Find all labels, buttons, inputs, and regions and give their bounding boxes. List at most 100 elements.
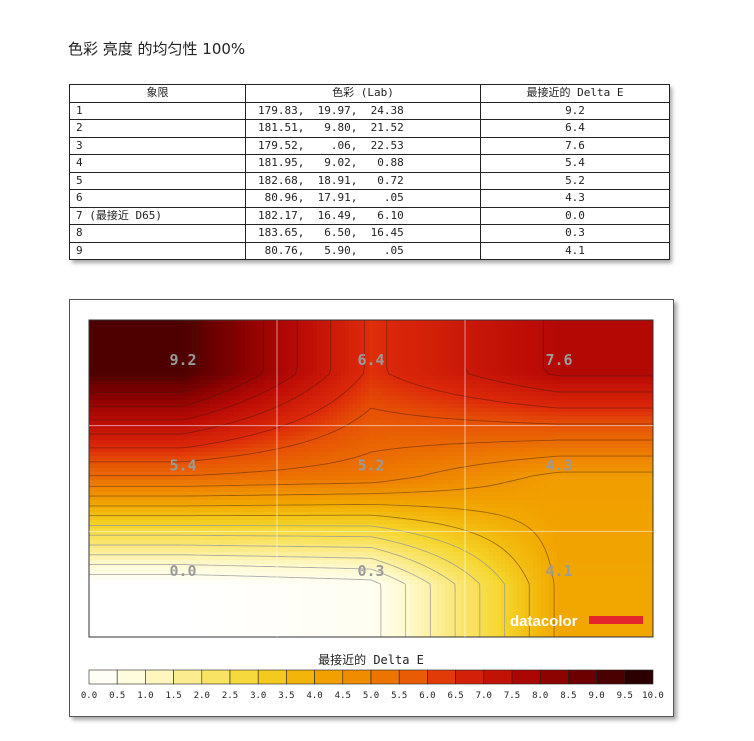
heatmap-pixel xyxy=(405,404,410,409)
heatmap-pixel xyxy=(465,380,470,385)
heatmap-pixel xyxy=(425,408,430,413)
heatmap-pixel xyxy=(481,452,486,457)
heatmap-pixel xyxy=(385,328,390,333)
heatmap-pixel xyxy=(545,344,550,349)
heatmap-pixel xyxy=(145,436,150,441)
heatmap-pixel xyxy=(381,348,386,353)
heatmap-pixel xyxy=(233,348,238,353)
heatmap-pixel xyxy=(549,376,554,381)
heatmap-pixel xyxy=(265,380,270,385)
heatmap-pixel xyxy=(601,368,606,373)
heatmap-pixel xyxy=(633,336,638,341)
heatmap-pixel xyxy=(233,340,238,345)
cell-lab: 179.52, .06, 22.53 xyxy=(245,136,481,155)
heatmap-pixel xyxy=(517,328,522,333)
heatmap-pixel xyxy=(225,380,230,385)
heatmap-pixel xyxy=(121,332,126,337)
heatmap-pixel xyxy=(473,452,478,457)
heatmap-pixel xyxy=(353,404,358,409)
heatmap-pixel xyxy=(277,440,282,445)
heatmap-pixel xyxy=(445,352,450,357)
heatmap-pixel xyxy=(365,344,370,349)
heatmap-pixel xyxy=(209,456,214,461)
heatmap-pixel xyxy=(253,448,258,453)
heatmap-pixel xyxy=(553,408,558,413)
heatmap-pixel xyxy=(629,360,634,365)
heatmap-pixel xyxy=(145,348,150,353)
heatmap-pixel xyxy=(401,424,406,429)
heatmap-pixel xyxy=(201,416,206,421)
heatmap-pixel xyxy=(109,344,114,349)
heatmap-pixel xyxy=(305,412,310,417)
heatmap-pixel xyxy=(101,340,106,345)
heatmap-pixel xyxy=(261,424,266,429)
heatmap-pixel xyxy=(437,344,442,349)
heatmap-pixel xyxy=(565,452,570,457)
heatmap-pixel xyxy=(193,344,198,349)
heatmap-pixel xyxy=(133,372,138,377)
heatmap-pixel xyxy=(281,420,286,425)
heatmap-pixel xyxy=(633,412,638,417)
heatmap-pixel xyxy=(225,328,230,333)
heatmap-pixel xyxy=(649,376,653,381)
heatmap-pixel xyxy=(405,372,410,377)
heatmap-pixel xyxy=(377,340,382,345)
heatmap-pixel xyxy=(577,404,582,409)
heatmap-pixel xyxy=(425,424,430,429)
heatmap-pixel xyxy=(361,360,366,365)
heatmap-pixel xyxy=(477,320,482,325)
heatmap-pixel xyxy=(413,328,418,333)
heatmap-pixel xyxy=(545,452,550,457)
heatmap-pixel xyxy=(149,404,154,409)
heatmap-pixel xyxy=(509,352,514,357)
heatmap-pixel xyxy=(201,380,206,385)
heatmap-pixel xyxy=(101,396,106,401)
heatmap-pixel xyxy=(333,412,338,417)
heatmap-pixel xyxy=(521,340,526,345)
heatmap-pixel xyxy=(185,368,190,373)
heatmap-pixel xyxy=(113,352,118,357)
heatmap-pixel xyxy=(213,416,218,421)
heatmap-pixel xyxy=(265,440,270,445)
heatmap-pixel xyxy=(149,408,154,413)
heatmap-pixel xyxy=(545,376,550,381)
heatmap-pixel xyxy=(221,452,226,457)
heatmap-pixel xyxy=(469,420,474,425)
heatmap-pixel xyxy=(469,424,474,429)
heatmap-pixel xyxy=(297,448,302,453)
heatmap-pixel xyxy=(593,328,598,333)
heatmap-pixel xyxy=(597,440,602,445)
heatmap-pixel xyxy=(637,372,642,377)
heatmap-pixel xyxy=(221,396,226,401)
heatmap-pixel xyxy=(165,368,170,373)
heatmap-pixel xyxy=(101,392,106,397)
heatmap-pixel xyxy=(429,420,434,425)
heatmap-pixel xyxy=(293,336,298,341)
heatmap-pixel xyxy=(209,424,214,429)
heatmap-pixel xyxy=(525,320,530,325)
heatmap-pixel xyxy=(461,320,466,325)
heatmap-pixel xyxy=(341,368,346,373)
heatmap-pixel xyxy=(477,424,482,429)
heatmap-pixel xyxy=(417,436,422,441)
heatmap-pixel xyxy=(437,340,442,345)
heatmap-pixel xyxy=(601,352,606,357)
heatmap-pixel xyxy=(353,444,358,449)
heatmap-pixel xyxy=(197,352,202,357)
heatmap-pixel xyxy=(433,348,438,353)
heatmap-pixel xyxy=(213,328,218,333)
heatmap-pixel xyxy=(345,332,350,337)
heatmap-pixel xyxy=(553,424,558,429)
heatmap-pixel xyxy=(93,380,98,385)
heatmap-pixel xyxy=(193,320,198,325)
heatmap-pixel xyxy=(201,448,206,453)
heatmap-pixel xyxy=(345,452,350,457)
heatmap-pixel xyxy=(265,348,270,353)
heatmap-pixel xyxy=(645,356,650,361)
heatmap-pixel xyxy=(417,428,422,433)
heatmap-pixel xyxy=(217,408,222,413)
heatmap-pixel xyxy=(473,396,478,401)
heatmap-pixel xyxy=(109,424,114,429)
heatmap-pixel xyxy=(149,424,154,429)
heatmap-pixel xyxy=(173,376,178,381)
